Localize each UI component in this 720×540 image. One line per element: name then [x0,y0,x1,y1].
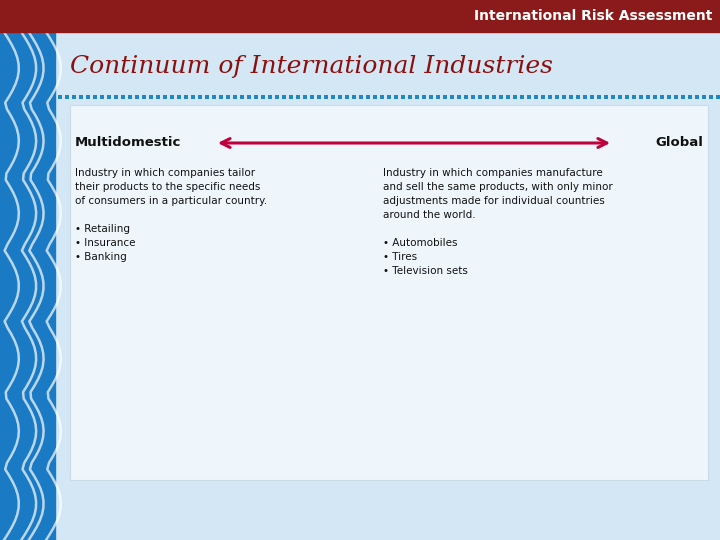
Text: around the world.: around the world. [382,210,475,220]
Text: of consumers in a particular country.: of consumers in a particular country. [75,196,267,206]
Text: Industry in which companies manufacture: Industry in which companies manufacture [382,168,603,178]
Text: Multidomestic: Multidomestic [75,137,181,150]
Text: Continuum of International Industries: Continuum of International Industries [70,56,553,78]
Text: their products to the specific needs: their products to the specific needs [75,182,261,192]
Text: • Retailing: • Retailing [75,224,130,234]
Text: • Insurance: • Insurance [75,238,135,248]
Text: International Risk Assessment: International Risk Assessment [474,9,712,23]
Text: • Banking: • Banking [75,252,127,262]
Text: and sell the same products, with only minor: and sell the same products, with only mi… [382,182,613,192]
Text: • Automobiles: • Automobiles [382,238,457,248]
Text: Industry in which companies tailor: Industry in which companies tailor [75,168,255,178]
FancyBboxPatch shape [70,105,708,480]
Text: Global: Global [655,137,703,150]
Text: • Television sets: • Television sets [382,266,467,276]
Bar [0,32,55,540]
Bar [0,0,720,32]
Text: adjustments made for individual countries: adjustments made for individual countrie… [382,196,604,206]
Text: • Tires: • Tires [382,252,417,262]
